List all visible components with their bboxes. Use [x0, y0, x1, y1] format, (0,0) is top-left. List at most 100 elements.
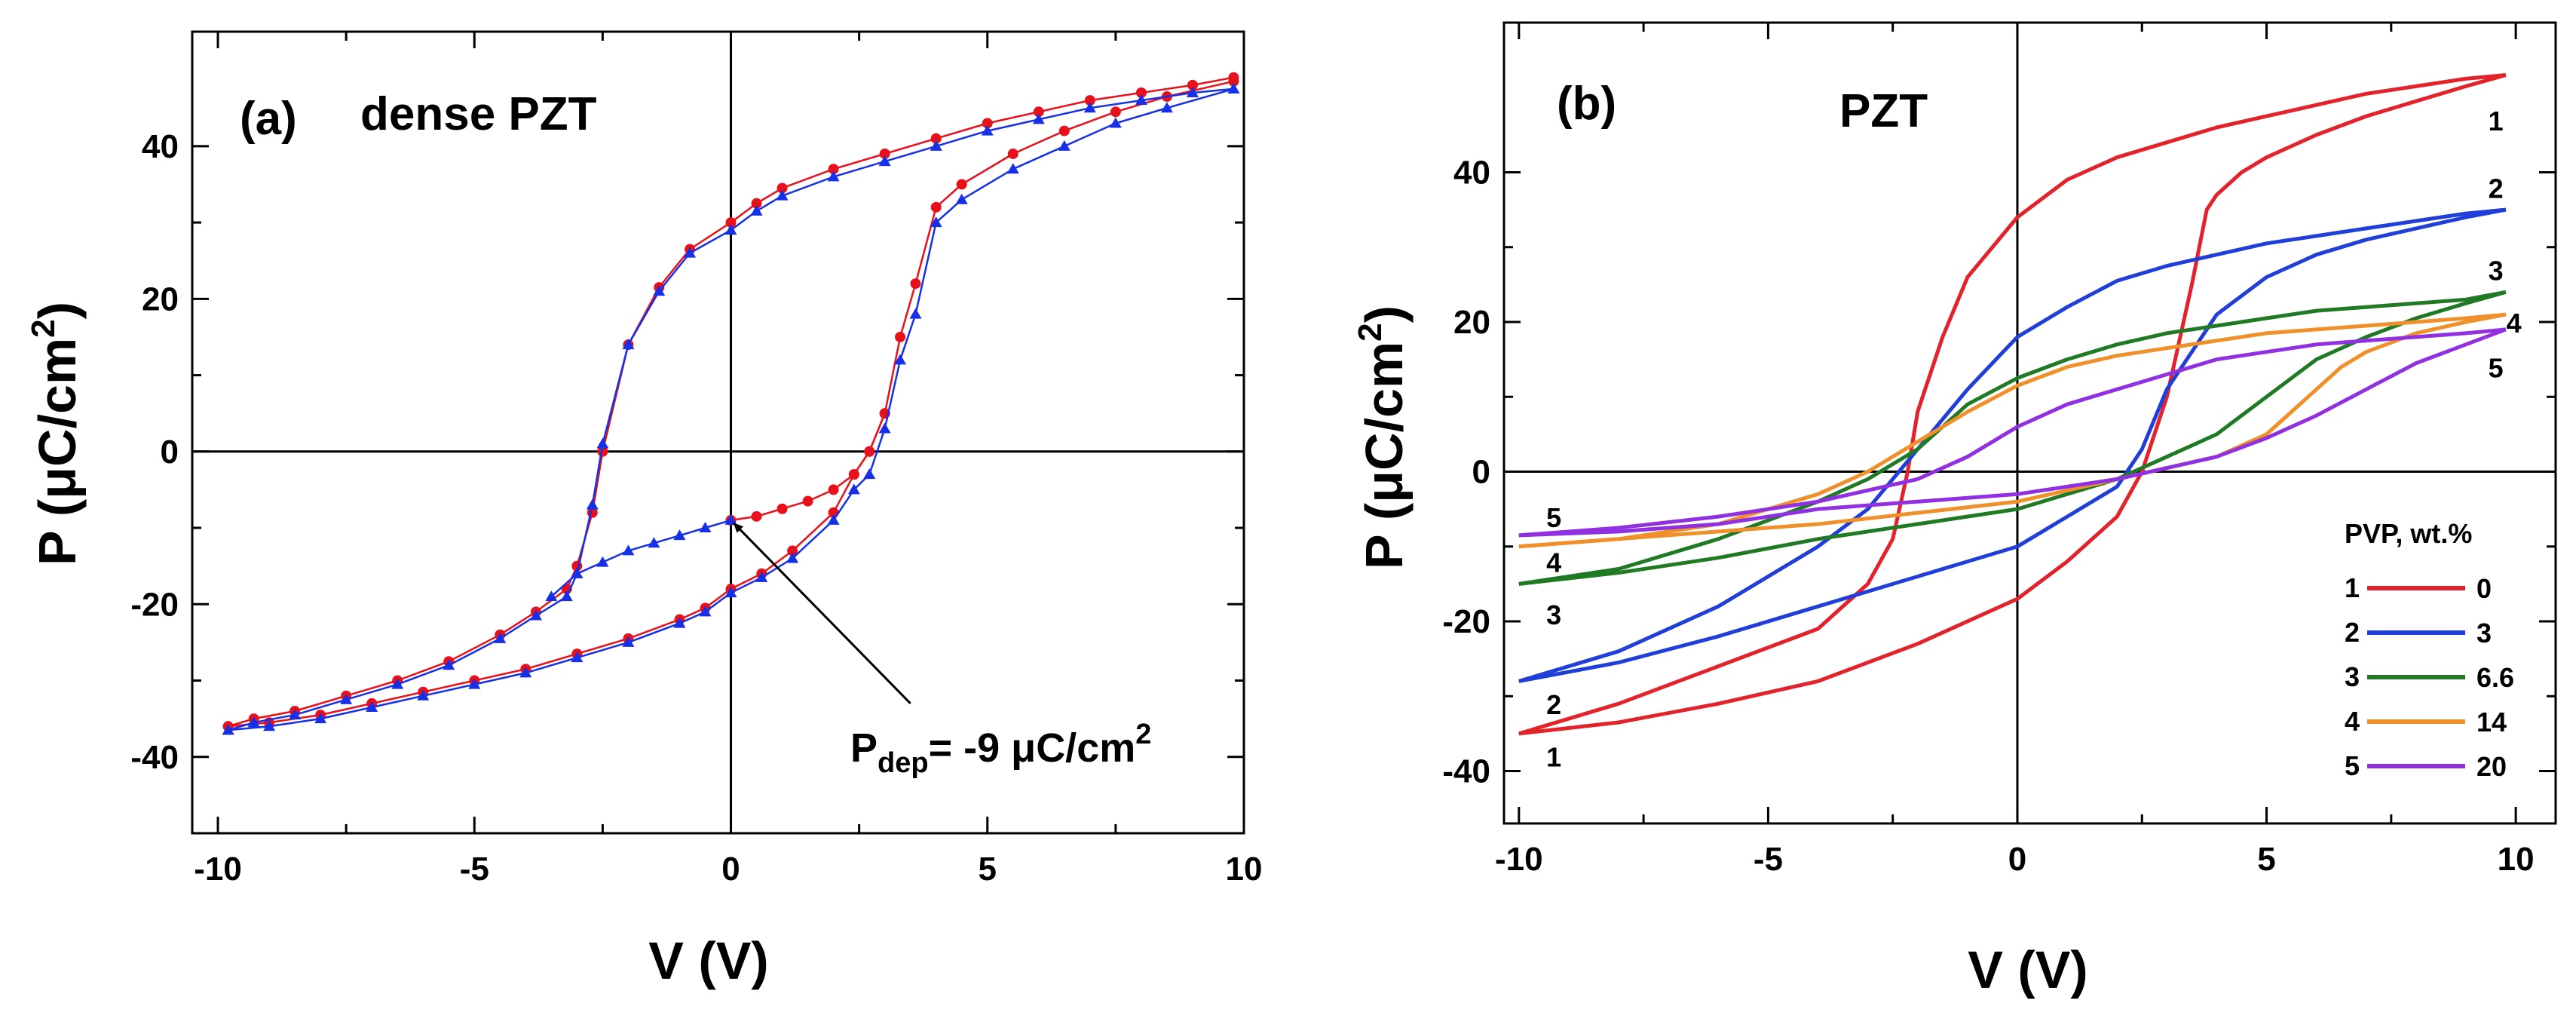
data-point: [1084, 95, 1095, 106]
legend-entry-label: 3: [2476, 618, 2492, 648]
data-point: [247, 716, 260, 728]
data-point: [863, 468, 876, 480]
panel-b-zero-lines: [1504, 23, 2556, 823]
data-point: [648, 537, 660, 548]
x-tick-label: 5: [2257, 841, 2275, 878]
panel-b-ylabel-main: P (μC/cm: [1355, 342, 1414, 569]
data-point: [289, 709, 302, 720]
series-line-upper: [1518, 312, 2507, 549]
data-point: [545, 590, 558, 602]
data-point: [956, 179, 967, 190]
y-tick-label: -40: [1442, 753, 1490, 790]
data-point: [1160, 102, 1173, 113]
data-point: [560, 590, 573, 602]
data-point: [776, 189, 789, 201]
series-line-upper: [1518, 327, 2507, 538]
data-point: [366, 701, 378, 712]
data-point: [417, 689, 430, 701]
data-point: [622, 544, 635, 556]
panel-a-title: dense PZT: [360, 88, 597, 140]
series-line-virgin: [550, 519, 731, 598]
data-point: [340, 693, 353, 704]
y-tick-label: -20: [130, 586, 179, 623]
panel-b-ylabel-sup: 2: [1352, 323, 1389, 341]
x-tick-label: -5: [1754, 841, 1783, 878]
data-point: [1228, 75, 1239, 87]
data-point: [878, 155, 891, 167]
panel-a-annotation-arrow: [733, 522, 911, 704]
y-tick-label: 40: [1453, 155, 1490, 192]
data-point: [909, 308, 922, 319]
y-tick-label: 40: [142, 128, 179, 165]
x-tick-label: -10: [1495, 841, 1543, 878]
panel-a-zero-lines: [192, 32, 1244, 833]
data-point: [981, 124, 994, 136]
legend-entry-number: 2: [2345, 617, 2360, 648]
data-point: [786, 552, 799, 563]
data-point: [910, 278, 921, 290]
legend-entry-label: 6.6: [2476, 662, 2514, 693]
x-tick-label: 10: [2498, 841, 2535, 878]
annotation-rest: = -9 μC/cm: [929, 725, 1136, 771]
series-line-lower: [1518, 327, 2507, 538]
data-point: [596, 556, 609, 567]
data-point: [848, 469, 859, 480]
data-point: [724, 514, 737, 525]
panel-a-ticks: -10 -5 0 5 10 -40 -20 0 20 40: [130, 32, 1262, 888]
curve-label-left: 2: [1546, 689, 1561, 720]
data-point: [1109, 117, 1122, 128]
panel-a-series: [222, 72, 1240, 735]
x-tick-label: 0: [2008, 841, 2026, 878]
data-point: [673, 617, 686, 628]
data-point: [930, 133, 942, 144]
data-point: [751, 198, 762, 209]
data-point: [930, 201, 942, 213]
curve-label-right: 4: [2507, 308, 2522, 339]
data-point: [222, 724, 234, 735]
data-point: [586, 498, 599, 510]
data-point: [802, 495, 813, 507]
data-point: [1007, 148, 1018, 159]
data-point: [699, 522, 712, 533]
data-point: [494, 632, 507, 643]
annotation-main: P: [850, 725, 878, 771]
series-line-lower: [1518, 207, 2507, 683]
y-tick-label: 0: [1472, 454, 1490, 491]
legend-entry-label: 0: [2476, 573, 2492, 604]
curve-label-left: 5: [1546, 502, 1561, 533]
data-point: [776, 182, 788, 194]
data-point: [571, 652, 584, 663]
legend-entry-label: 14: [2476, 707, 2507, 737]
data-point: [1187, 79, 1198, 90]
data-point: [751, 510, 762, 522]
series-line-upper: [1518, 290, 2507, 586]
data-point: [955, 193, 968, 204]
data-point: [1058, 140, 1071, 151]
data-point: [622, 636, 635, 647]
data-point: [895, 331, 906, 342]
data-point: [750, 204, 763, 216]
data-point: [930, 216, 942, 228]
curve-label-right: 1: [2489, 106, 2504, 136]
data-point: [787, 545, 798, 556]
panel-b-xlabel: V (V): [1968, 940, 2087, 999]
legend-entry-number: 5: [2345, 750, 2360, 781]
panel-a-xlabel: V (V): [648, 931, 768, 990]
data-point: [827, 514, 840, 525]
panel-b-title: PZT: [1839, 85, 1928, 137]
data-point: [1135, 94, 1147, 106]
y-tick-label: 20: [142, 281, 179, 317]
y-tick-label: -40: [130, 739, 179, 776]
x-tick-label: 5: [979, 851, 997, 888]
data-point: [314, 713, 327, 724]
panel-a-ylabel-sup: 2: [25, 319, 62, 337]
data-point: [263, 720, 276, 731]
legend-entry-number: 4: [2345, 706, 2360, 737]
panel-b-series: [1518, 73, 2507, 736]
data-point: [443, 659, 455, 670]
data-point: [1110, 106, 1121, 118]
annotation-sub: dep: [878, 747, 929, 779]
series-line-upper: [1518, 73, 2507, 736]
